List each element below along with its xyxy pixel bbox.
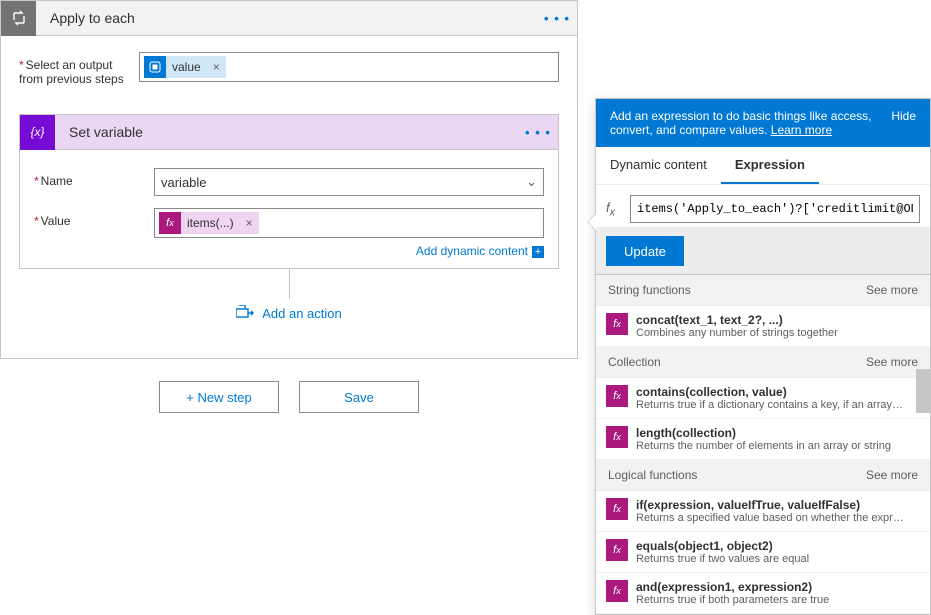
value-label: Value [34, 208, 154, 260]
function-description: Returns true if a dictionary contains a … [636, 399, 906, 411]
panel-tabs: Dynamic content Expression [596, 147, 930, 185]
variable-name-select[interactable]: variable ⌄ [154, 168, 544, 196]
fx-icon: fx [606, 539, 628, 561]
see-more-link[interactable]: See more [866, 283, 918, 297]
function-description: Returns the number of elements in an arr… [636, 440, 891, 452]
function-group-header: Logical functions See more [596, 460, 930, 491]
chevron-down-icon: ⌄ [526, 174, 537, 190]
expression-token[interactable]: fx items(...) × [159, 212, 259, 234]
variable-name-value: variable [161, 175, 207, 190]
update-button[interactable]: Update [606, 236, 684, 266]
function-item[interactable]: fx equals(object1, object2)Returns true i… [596, 532, 930, 573]
fx-icon: fx [606, 385, 628, 407]
see-more-link[interactable]: See more [866, 468, 918, 482]
group-title: Logical functions [608, 468, 697, 482]
output-token-input[interactable]: value × [139, 52, 559, 82]
apply-to-each-card: Apply to each • • • Select an output fro… [0, 0, 578, 359]
function-description: Returns a specified value based on wheth… [636, 512, 906, 524]
panel-info-bar: Add an expression to do basic things lik… [596, 99, 930, 147]
variable-icon: {x} [20, 115, 55, 150]
expression-token-remove[interactable]: × [240, 216, 259, 230]
expression-panel: Add an expression to do basic things lik… [595, 98, 931, 615]
function-item[interactable]: fx and(expression1, expression2)Returns t… [596, 573, 930, 614]
function-item[interactable]: fx if(expression, valueIfTrue, valueIfFal… [596, 491, 930, 532]
group-title: Collection [608, 355, 661, 369]
function-signature: concat(text_1, text_2?, ...) [636, 313, 838, 327]
fx-icon: fx [159, 212, 181, 234]
function-signature: contains(collection, value) [636, 385, 906, 399]
expression-input[interactable] [630, 195, 920, 223]
learn-more-link[interactable]: Learn more [771, 123, 832, 137]
set-variable-card: {x} Set variable • • • Name variable ⌄ [19, 114, 559, 269]
function-item[interactable]: fx length(collection)Returns the number o… [596, 419, 930, 460]
function-description: Returns true if two values are equal [636, 553, 809, 565]
add-action-button[interactable]: Add an action [19, 305, 559, 322]
function-group-header: Collection See more [596, 347, 930, 378]
panel-blurb: Add an expression to do basic things lik… [610, 109, 871, 137]
apply-to-each-title: Apply to each [36, 10, 537, 26]
add-action-icon [236, 305, 254, 322]
set-variable-menu-button[interactable]: • • • [518, 125, 558, 140]
new-step-button[interactable]: + New step [159, 381, 279, 413]
loop-icon [1, 1, 36, 36]
function-description: Returns true if both parameters are true [636, 594, 829, 606]
tab-dynamic-content[interactable]: Dynamic content [596, 147, 721, 184]
function-signature: equals(object1, object2) [636, 539, 809, 553]
panel-pointer [588, 214, 596, 230]
dataverse-icon [144, 56, 166, 78]
name-label: Name [34, 168, 154, 196]
token-label: value [166, 60, 207, 74]
value-token[interactable]: value × [144, 56, 226, 78]
save-button[interactable]: Save [299, 381, 419, 413]
function-signature: length(collection) [636, 426, 891, 440]
hide-panel-button[interactable]: Hide [891, 109, 916, 137]
set-variable-title: Set variable [55, 124, 518, 140]
expression-token-label: items(...) [181, 216, 240, 230]
function-description: Combines any number of strings together [636, 327, 838, 339]
value-input[interactable]: fx items(...) × [154, 208, 544, 238]
tab-expression[interactable]: Expression [721, 147, 819, 184]
function-signature: and(expression1, expression2) [636, 580, 829, 594]
add-dynamic-content-link[interactable]: Add dynamic content+ [154, 244, 544, 258]
fx-icon: fx [606, 313, 628, 335]
token-remove-button[interactable]: × [207, 60, 226, 74]
function-group-header: String functions See more [596, 275, 930, 306]
connector-line [289, 269, 290, 299]
plus-icon: + [532, 246, 544, 258]
function-item[interactable]: fx contains(collection, value)Returns tru… [596, 378, 930, 419]
see-more-link[interactable]: See more [866, 355, 918, 369]
apply-to-each-header[interactable]: Apply to each • • • [1, 1, 577, 36]
set-variable-header[interactable]: {x} Set variable • • • [20, 115, 558, 150]
function-signature: if(expression, valueIfTrue, valueIfFalse… [636, 498, 906, 512]
scrollbar-thumb[interactable] [916, 369, 930, 413]
output-label: Select an output from previous steps [19, 52, 139, 86]
card-menu-button[interactable]: • • • [537, 11, 577, 26]
group-title: String functions [608, 283, 691, 297]
fx-icon: fx [606, 580, 628, 602]
fx-icon: fx [606, 426, 628, 448]
fx-icon: fx [606, 498, 628, 520]
fx-label-icon: fx [606, 200, 630, 219]
function-item[interactable]: fx concat(text_1, text_2?, ...)Combines a… [596, 306, 930, 347]
